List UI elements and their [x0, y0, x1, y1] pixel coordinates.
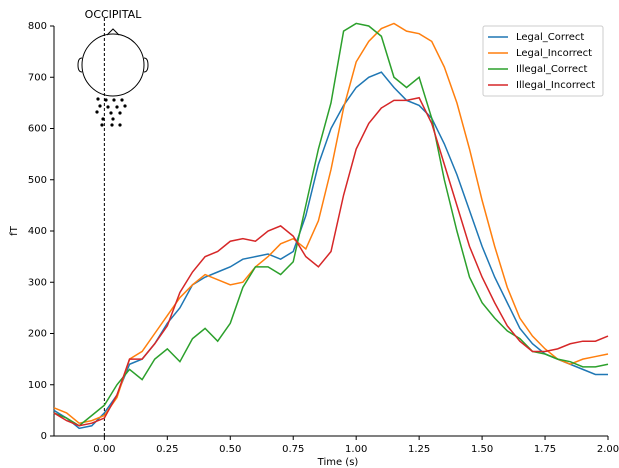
y-tick-label: 700	[28, 72, 47, 83]
x-axis-label: Time (s)	[317, 457, 359, 468]
y-tick-label: 600	[28, 124, 47, 135]
y-tick-label: 300	[28, 277, 47, 288]
chart-title: OCCIPITAL	[85, 8, 143, 21]
legend-label: Illegal_Correct	[516, 64, 587, 75]
x-tick-label: 0.50	[219, 444, 241, 455]
legend-label: Illegal_Incorrect	[516, 80, 595, 91]
x-tick-label: 1.25	[408, 444, 430, 455]
legend-box	[482, 25, 604, 97]
y-tick-label: 100	[28, 380, 47, 391]
head-icon	[77, 28, 149, 97]
y-tick-label: 400	[28, 226, 47, 237]
sensor-dots	[95, 97, 127, 127]
x-tick-label: 0.00	[93, 444, 115, 455]
x-tick-label: 1.50	[471, 444, 493, 455]
x-tick-label: 2.00	[597, 444, 619, 455]
y-tick-label: 0	[41, 431, 47, 442]
x-tick-label: 1.00	[345, 444, 367, 455]
y-tick-label: 500	[28, 175, 47, 186]
legend-label: Legal_Correct	[516, 32, 584, 43]
legend-label: Legal_Incorrect	[516, 48, 592, 59]
series-line	[53, 22, 609, 424]
y-tick-label: 800	[28, 21, 47, 32]
x-tick-label: 0.75	[282, 444, 304, 455]
y-axis-label: fT	[9, 225, 20, 236]
series-line	[53, 96, 609, 427]
y-tick-label: 200	[28, 329, 47, 340]
x-tick-label: 0.25	[156, 444, 178, 455]
x-tick-label: 1.75	[534, 444, 556, 455]
